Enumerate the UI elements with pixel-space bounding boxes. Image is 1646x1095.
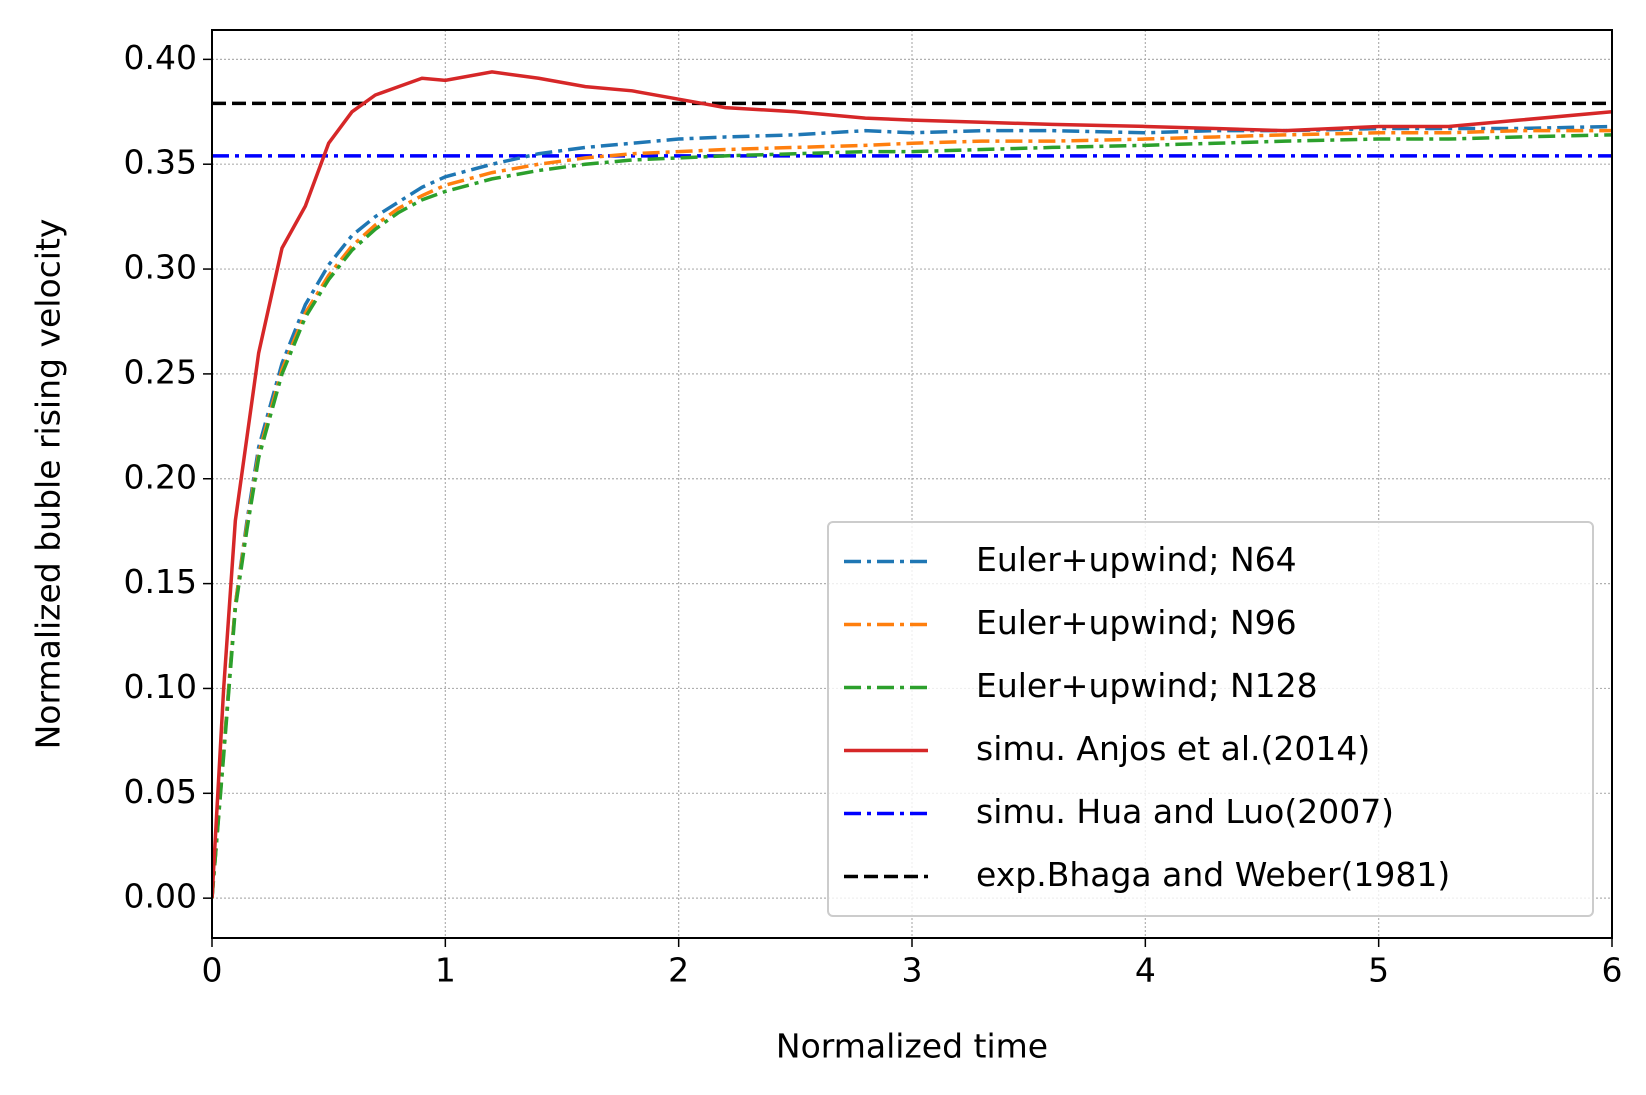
x-tick-label: 6 [1602, 951, 1623, 990]
x-tick-label: 3 [902, 951, 923, 990]
x-tick-label: 0 [202, 951, 223, 990]
legend-box [827, 521, 1594, 917]
y-axis-label: Normalized buble rising velocity [29, 219, 68, 750]
y-tick-label: 0.15 [124, 562, 197, 601]
legend-label: simu. Hua and Luo(2007) [976, 792, 1394, 831]
series-line [212, 124, 1612, 899]
x-tick-label: 4 [1135, 951, 1156, 990]
legend-label: Euler+upwind; N128 [976, 666, 1318, 705]
x-axis-label: Normalized time [776, 1027, 1048, 1066]
y-tick-label: 0.10 [124, 667, 197, 706]
y-tick-label: 0.40 [124, 38, 197, 77]
legend-label: simu. Anjos et al.(2014) [976, 729, 1370, 768]
series-line [212, 133, 1612, 899]
y-tick-label: 0.25 [124, 352, 197, 391]
y-tick-label: 0.00 [124, 877, 197, 916]
x-tick-label: 5 [1368, 951, 1389, 990]
legend-label: Euler+upwind; N64 [976, 540, 1297, 579]
plot-frame [211, 29, 1613, 939]
legend-label: exp.Bhaga and Weber(1981) [976, 855, 1450, 894]
x-tick-label: 2 [668, 951, 689, 990]
x-tick-label: 1 [435, 951, 456, 990]
series-line [212, 70, 1612, 899]
y-tick-label: 0.05 [124, 772, 197, 811]
y-tick-label: 0.30 [124, 248, 197, 287]
y-tick-label: 0.20 [124, 457, 197, 496]
y-tick-label: 0.35 [124, 143, 197, 182]
legend-label: Euler+upwind; N96 [976, 603, 1297, 642]
